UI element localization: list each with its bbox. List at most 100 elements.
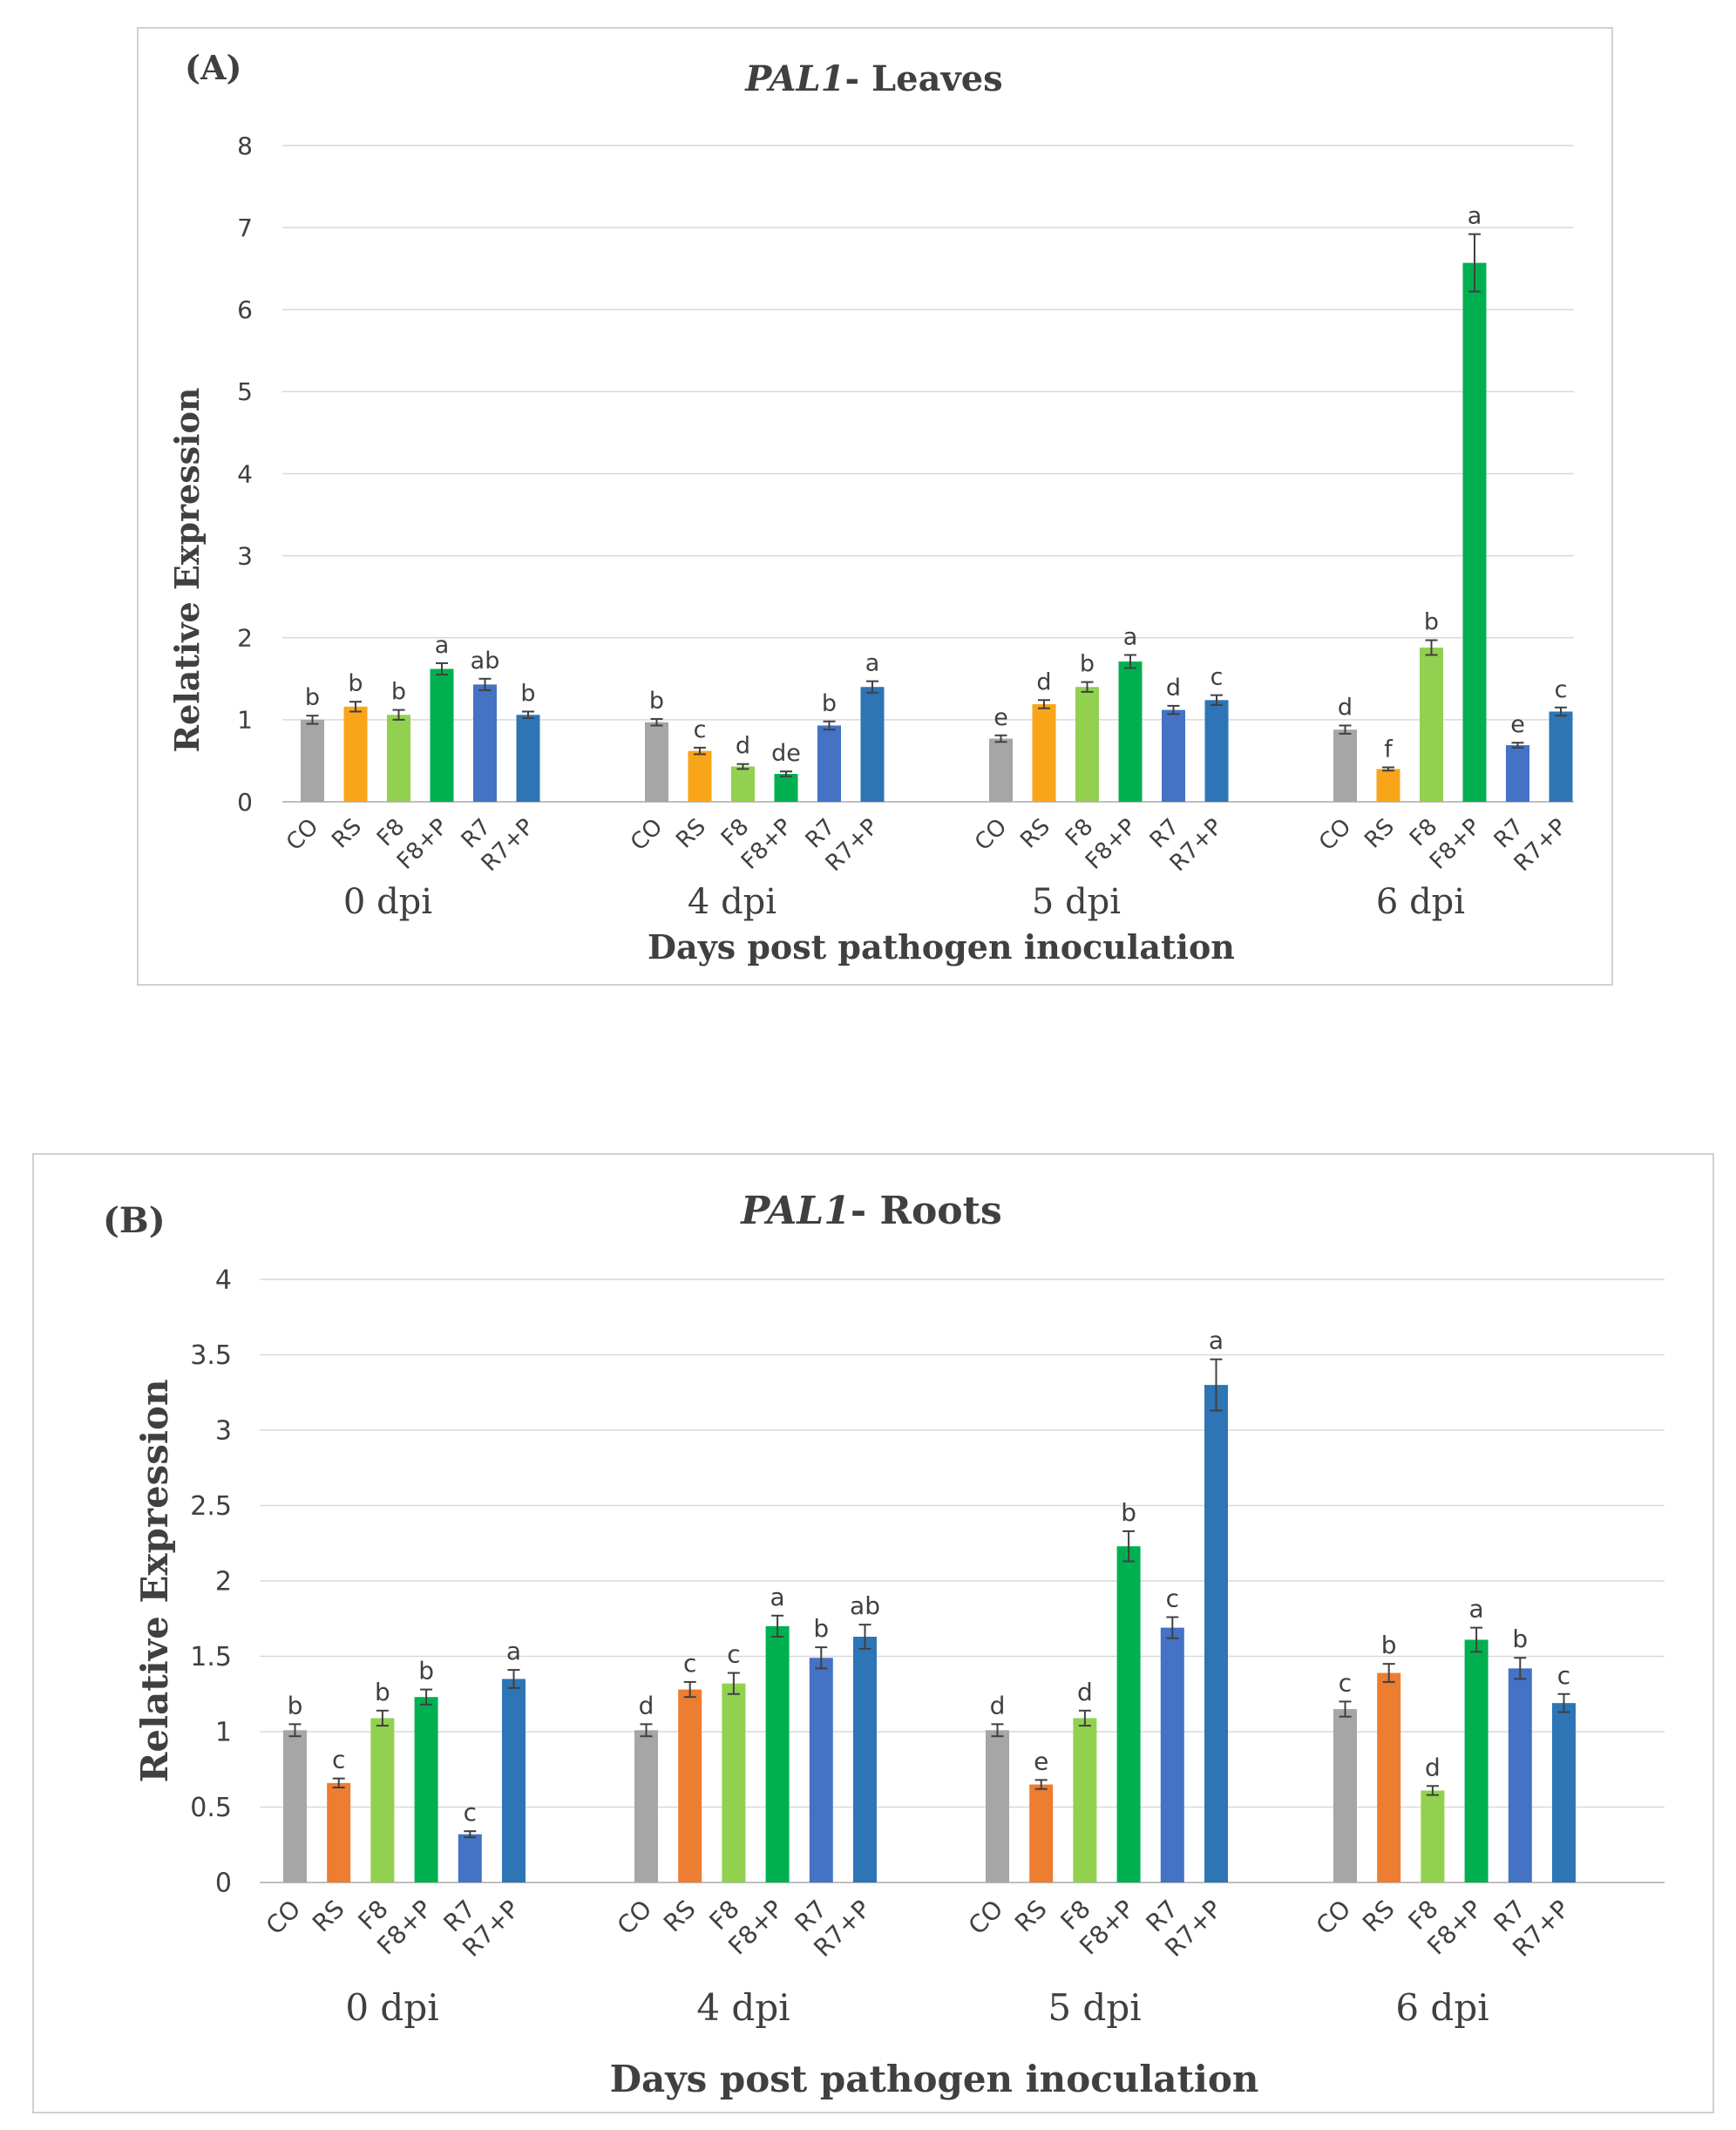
bar (1508, 1668, 1532, 1882)
significance-letter: c (332, 1746, 345, 1774)
significance-letter: c (694, 716, 707, 743)
significance-letter: d (736, 733, 750, 760)
bar (731, 766, 755, 802)
title-gene: PAL1 (739, 1189, 851, 1233)
chart-frame (32, 1153, 1714, 2113)
group-label: 4 dpi (696, 1986, 790, 2029)
group-labels: 0 dpi 4 dpi 5 dpi 6 dpi (343, 882, 1465, 922)
gridlines (260, 1279, 1665, 1883)
significance-letter: d (990, 1691, 1006, 1720)
significance-letter: ab (850, 1591, 880, 1620)
bar (1116, 1546, 1141, 1882)
y-tick-label: 5 (237, 377, 253, 406)
y-axis-label: Relative Expression (167, 388, 207, 753)
significance-letter: d (1425, 1753, 1441, 1781)
bar (458, 1834, 482, 1882)
significance-letter: c (1210, 664, 1224, 691)
bar (1549, 711, 1573, 802)
group-label: 5 dpi (1048, 1986, 1141, 2029)
gridlines (282, 145, 1574, 803)
significance-letter: b (1121, 1498, 1136, 1527)
significance-letter: d (1338, 694, 1353, 721)
group-label: 0 dpi (343, 882, 432, 922)
chart-title: PAL1- Leaves (744, 58, 1002, 99)
title-gene: PAL1 (744, 58, 844, 99)
significance-letter: d (1166, 675, 1181, 702)
bar (853, 1637, 877, 1882)
panel-a: (A) PAL1- Leaves Relative Expression Day… (137, 27, 1613, 986)
bar (809, 1658, 833, 1882)
significance-letter: b (520, 680, 535, 707)
bar (1162, 709, 1185, 802)
bar (283, 1730, 307, 1882)
bar (1462, 262, 1487, 802)
y-tick-label: 1.5 (190, 1642, 232, 1672)
bar (414, 1697, 438, 1882)
significance-letter: a (770, 1583, 785, 1611)
y-tick-label: 0.5 (190, 1793, 232, 1823)
significance-letter: b (305, 684, 320, 711)
bar (343, 706, 368, 802)
y-tick-label: 4 (237, 459, 253, 488)
significance-letter: a (1468, 203, 1482, 230)
significance-letter: b (418, 1657, 434, 1686)
group-label: 5 dpi (1032, 882, 1121, 922)
significance-letter: e (1034, 1747, 1048, 1775)
y-tick-label: 2 (237, 624, 253, 653)
bar (1464, 1639, 1488, 1882)
chart-title: PAL1- Roots (739, 1189, 1002, 1233)
significance-letter: c (464, 1798, 477, 1827)
bar (989, 738, 1013, 802)
bar (516, 715, 540, 802)
significance-letter: a (435, 632, 450, 659)
y-tick-label: 3 (215, 1416, 232, 1447)
y-axis-label: Relative Expression (133, 1380, 176, 1783)
y-tick-label: 6 (237, 295, 253, 324)
bar (765, 1625, 790, 1882)
significance-letter: b (1512, 1625, 1528, 1653)
y-tick-label: 4 (215, 1265, 232, 1296)
y-tick-label: 8 (237, 132, 253, 160)
significance-letter: b (288, 1691, 303, 1720)
significance-letter: c (1557, 1661, 1570, 1690)
bar (301, 719, 324, 802)
bar (1377, 1672, 1401, 1882)
chart-frame (137, 27, 1613, 986)
significance-letter: a (1469, 1595, 1484, 1624)
y-axis-ticks: 0 1 2 3 4 5 6 7 8 (237, 132, 253, 817)
significance-letter: b (1080, 651, 1095, 678)
significance-letter: c (1166, 1584, 1179, 1613)
bar (1073, 1718, 1097, 1882)
significance-letter: b (813, 1614, 829, 1643)
y-tick-label: 3 (237, 541, 253, 570)
bar (688, 750, 712, 802)
y-tick-label: 1 (237, 706, 253, 735)
bar (430, 668, 454, 802)
y-tick-label: 1 (215, 1718, 232, 1748)
y-axis-ticks: 0 0.5 1 1.5 2 2.5 3 3.5 4 (190, 1265, 232, 1899)
significance-letter: d (1036, 668, 1051, 695)
bar (1075, 687, 1099, 802)
significance-letter: f (1384, 736, 1394, 763)
bar (1204, 700, 1229, 802)
bar (387, 715, 410, 802)
significance-letter: b (1424, 609, 1439, 636)
panel-label: (B) (103, 1200, 166, 1241)
group-label: 4 dpi (688, 882, 776, 922)
bar (860, 687, 885, 802)
bar (1552, 1703, 1576, 1882)
significance-letter: d (1077, 1678, 1093, 1706)
significance-letter: e (1510, 711, 1525, 738)
significance-letter: c (1555, 676, 1568, 703)
significance-letter: b (391, 679, 406, 706)
bar (1421, 1790, 1445, 1882)
y-tick-label: 2 (215, 1567, 232, 1598)
bar (1118, 661, 1143, 802)
significance-letter: ab (471, 648, 500, 675)
bar (1376, 769, 1400, 802)
title-rest: - Roots (851, 1189, 1002, 1233)
group-label: 6 dpi (1376, 882, 1465, 922)
